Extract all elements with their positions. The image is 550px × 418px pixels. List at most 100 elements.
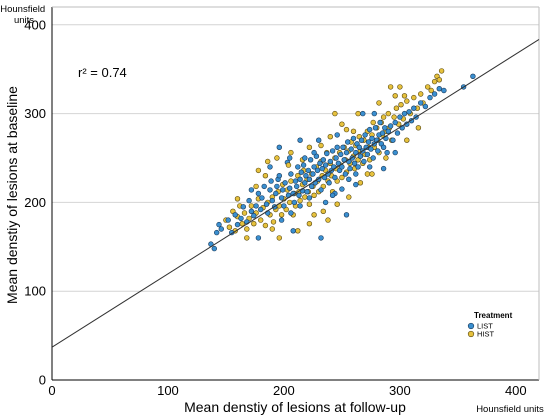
data-point-list <box>234 221 241 228</box>
data-point-list <box>358 137 365 143</box>
data-point-hist <box>325 217 331 223</box>
data-point-hist <box>287 199 293 206</box>
data-point-hist <box>383 155 389 161</box>
data-point-list <box>329 148 336 154</box>
data-point-hist <box>397 84 403 90</box>
data-point-hist <box>318 142 324 149</box>
data-point-hist <box>234 196 241 202</box>
data-point-list <box>379 130 386 136</box>
data-point-hist <box>251 221 257 227</box>
data-point-hist <box>369 171 375 177</box>
data-point-list <box>302 155 308 161</box>
data-point-hist <box>380 114 387 120</box>
legend-item-hist: HIST <box>477 330 495 339</box>
data-point-list <box>311 149 317 156</box>
data-point-list <box>365 139 372 145</box>
data-point-hist <box>288 149 294 156</box>
data-point-list <box>306 195 313 201</box>
data-point-hist <box>244 226 250 232</box>
gridlines <box>52 24 539 292</box>
data-point-list <box>309 183 315 190</box>
data-point-list <box>225 217 231 223</box>
legend-title: Treatment <box>474 311 513 320</box>
regression-line <box>51 38 540 348</box>
legend-marker-hist <box>467 330 475 338</box>
data-point-list <box>345 139 351 145</box>
data-point-list <box>280 187 286 193</box>
data-point-list <box>261 183 267 190</box>
data-point-hist <box>226 224 233 230</box>
data-point-hist <box>370 119 376 126</box>
data-points <box>208 68 476 252</box>
data-point-list <box>355 164 361 170</box>
data-point-hist <box>357 180 364 186</box>
data-point-list <box>216 221 222 228</box>
data-point-hist <box>438 68 445 74</box>
data-point-list <box>281 203 287 209</box>
data-point-hist <box>248 203 255 209</box>
y-axis-label: Mean denstiy of lesions at baseline <box>4 86 20 304</box>
data-point-hist <box>269 226 275 232</box>
data-point-hist <box>332 110 338 117</box>
data-point-hist <box>343 126 350 133</box>
x-tick-label: 0 <box>48 383 55 398</box>
data-point-list <box>273 190 279 197</box>
data-point-hist <box>401 93 408 99</box>
y-tick-label: 300 <box>24 106 46 121</box>
data-point-list <box>295 164 301 170</box>
data-point-list <box>248 208 255 215</box>
data-point-list <box>339 186 345 192</box>
data-point-list <box>259 195 265 201</box>
x-axis-unit: Hounsfield units <box>476 404 544 415</box>
data-point-list <box>406 109 412 115</box>
data-point-hist <box>302 194 308 200</box>
data-point-list <box>370 155 376 161</box>
data-point-list <box>211 245 218 252</box>
data-point-list <box>401 110 408 117</box>
data-point-list <box>397 114 403 120</box>
data-point-list <box>364 151 371 158</box>
data-point-list <box>371 110 377 117</box>
data-point-list <box>387 123 394 129</box>
data-point-list <box>411 105 417 111</box>
tick-labels: 0 100 200 300 400 0 100 200 300 400 <box>24 17 526 398</box>
data-point-list <box>346 176 352 183</box>
legend-marker-list <box>467 322 475 330</box>
data-point-list <box>300 162 307 168</box>
data-point-list <box>418 100 424 106</box>
data-point-hist <box>404 137 410 143</box>
data-point-hist <box>398 101 404 108</box>
data-point-hist <box>320 208 326 215</box>
data-point-list <box>278 195 285 201</box>
y-tick-label: 400 <box>24 17 46 32</box>
y-axis-unit: Hounsfield units <box>0 4 48 26</box>
data-point-hist <box>376 100 382 106</box>
x-tick-label: 300 <box>389 383 411 398</box>
data-point-list <box>311 164 317 170</box>
data-point-list <box>287 155 293 161</box>
data-point-hist <box>334 201 340 207</box>
data-point-hist <box>255 167 262 174</box>
data-point-hist <box>241 210 248 216</box>
data-point-list <box>329 192 336 199</box>
data-point-list <box>214 229 220 236</box>
data-point-list <box>377 119 383 126</box>
data-point-list <box>334 144 340 151</box>
data-point-list <box>297 176 303 183</box>
data-point-list <box>380 165 387 172</box>
data-point-list <box>320 157 326 163</box>
data-point-list <box>394 130 401 136</box>
data-point-hist <box>270 219 277 225</box>
legend: Treatment LIST HIST <box>467 311 513 339</box>
data-point-list <box>314 167 321 174</box>
axes <box>51 6 540 381</box>
data-point-list <box>356 144 362 151</box>
data-point-hist <box>404 98 410 104</box>
data-point-list <box>318 235 324 241</box>
data-point-list <box>276 173 282 179</box>
data-point-hist <box>364 171 371 177</box>
x-tick-label: 400 <box>505 383 527 398</box>
data-point-list <box>263 201 270 207</box>
data-point-hist <box>285 162 292 168</box>
data-point-list <box>360 110 366 117</box>
